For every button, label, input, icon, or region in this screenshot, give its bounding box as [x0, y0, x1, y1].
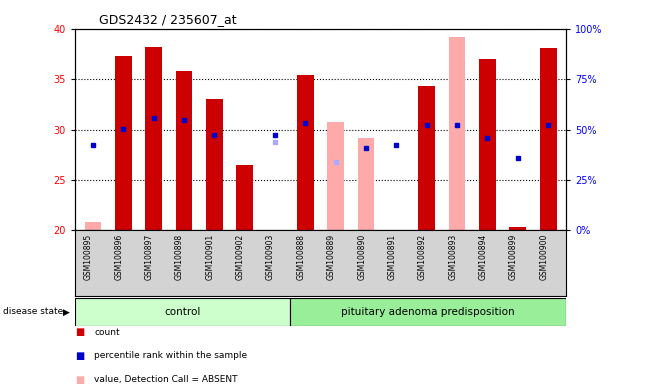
Text: count: count [94, 328, 120, 337]
Bar [145, 47, 162, 230]
Text: GSM100890: GSM100890 [357, 233, 366, 280]
Text: GSM100895: GSM100895 [84, 233, 93, 280]
Text: GSM100902: GSM100902 [236, 233, 245, 280]
Text: GSM100899: GSM100899 [509, 233, 518, 280]
Bar [85, 222, 102, 230]
Bar [176, 71, 193, 230]
Bar [358, 138, 374, 230]
Text: GSM100898: GSM100898 [175, 233, 184, 280]
Bar [290, 298, 566, 326]
Text: GSM100903: GSM100903 [266, 233, 275, 280]
Text: control: control [164, 307, 201, 317]
Bar [115, 56, 132, 230]
Text: GSM100901: GSM100901 [206, 233, 214, 280]
Bar [449, 37, 465, 230]
Text: ■: ■ [75, 327, 84, 337]
Text: percentile rank within the sample: percentile rank within the sample [94, 351, 247, 361]
Text: GSM100892: GSM100892 [418, 233, 427, 280]
Text: GSM100896: GSM100896 [115, 233, 124, 280]
Text: GSM100889: GSM100889 [327, 233, 336, 280]
Text: GSM100900: GSM100900 [539, 233, 548, 280]
Text: ▶: ▶ [63, 308, 70, 316]
Bar [236, 165, 253, 230]
Text: GDS2432 / 235607_at: GDS2432 / 235607_at [100, 13, 237, 26]
Bar [540, 48, 557, 230]
Bar [510, 227, 526, 230]
Bar [327, 121, 344, 230]
Text: GSM100893: GSM100893 [448, 233, 457, 280]
Text: GSM100888: GSM100888 [296, 233, 305, 280]
Text: pituitary adenoma predisposition: pituitary adenoma predisposition [341, 307, 515, 317]
Bar [479, 59, 496, 230]
Text: GSM100897: GSM100897 [145, 233, 154, 280]
Text: GSM100894: GSM100894 [478, 233, 488, 280]
Text: GSM100891: GSM100891 [387, 233, 396, 280]
Text: disease state: disease state [3, 308, 64, 316]
Bar [297, 140, 314, 230]
Bar [206, 99, 223, 230]
Text: ■: ■ [75, 351, 84, 361]
Text: value, Detection Call = ABSENT: value, Detection Call = ABSENT [94, 375, 238, 384]
Bar [75, 298, 290, 326]
Text: ■: ■ [75, 375, 84, 384]
Bar [419, 86, 435, 230]
Bar [236, 172, 253, 230]
Bar [297, 75, 314, 230]
